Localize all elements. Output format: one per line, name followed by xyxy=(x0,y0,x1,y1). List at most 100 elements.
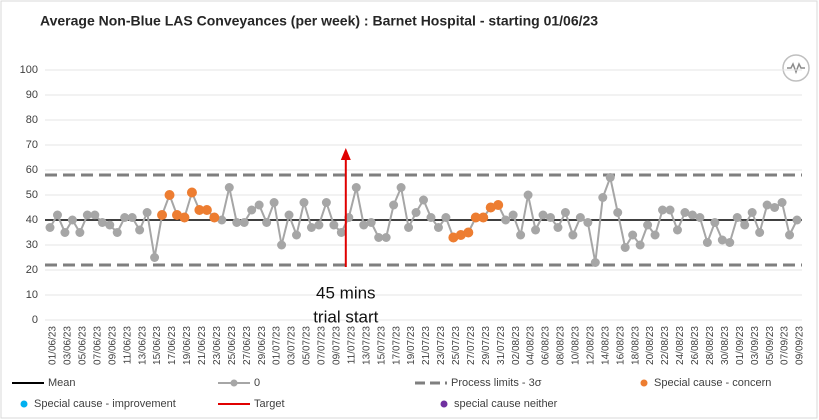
y-tick-label: 60 xyxy=(26,164,38,176)
data-point xyxy=(725,238,735,247)
data-point xyxy=(359,220,369,230)
icon-glyph xyxy=(787,62,805,75)
annotation-arrowhead xyxy=(340,148,351,160)
special-cause-point xyxy=(470,212,481,223)
data-point xyxy=(598,193,608,202)
special-cause-point xyxy=(186,187,197,198)
special-cause-point xyxy=(201,205,212,215)
x-tick-label: 29/07/23 xyxy=(481,326,492,365)
data-point xyxy=(643,220,653,230)
data-point xyxy=(224,183,234,192)
x-tick-label: 03/06/23 xyxy=(63,326,74,365)
data-point xyxy=(120,213,130,222)
data-point xyxy=(635,240,645,250)
y-tick-label: 80 xyxy=(26,114,38,126)
data-point xyxy=(82,210,92,220)
data-point xyxy=(52,210,62,220)
x-tick-label: 06/08/23 xyxy=(541,326,552,365)
x-tick-label: 03/09/23 xyxy=(750,326,761,365)
legend-label: Process limits - 3σ xyxy=(451,377,542,389)
data-point xyxy=(620,243,630,252)
data-point xyxy=(404,223,414,232)
x-tick-label: 11/07/23 xyxy=(346,326,357,365)
data-point xyxy=(374,233,384,242)
legend-marker xyxy=(230,379,238,387)
x-tick-label: 17/07/23 xyxy=(391,326,402,365)
data-point xyxy=(545,213,555,222)
x-tick-label: 11/06/23 xyxy=(122,326,133,365)
special-cause-point xyxy=(179,212,190,223)
data-point xyxy=(90,210,100,220)
x-tick-label: 21/07/23 xyxy=(421,326,432,365)
data-point xyxy=(770,203,780,212)
x-tick-label: 02/08/23 xyxy=(511,326,522,365)
x-tick-label: 05/07/23 xyxy=(302,326,313,365)
data-point xyxy=(329,220,339,230)
data-point xyxy=(321,198,331,207)
x-tick-label: 30/08/23 xyxy=(720,326,731,365)
special-cause-point xyxy=(463,227,474,238)
icon[interactable] xyxy=(782,54,810,82)
data-point xyxy=(389,200,399,210)
x-tick-label: 15/06/23 xyxy=(152,326,163,365)
data-point xyxy=(314,220,324,230)
data-point xyxy=(142,208,152,217)
data-point xyxy=(613,208,623,217)
y-tick-label: 0 xyxy=(32,314,38,326)
data-point xyxy=(254,200,264,210)
data-point xyxy=(785,230,795,240)
x-tick-label: 25/07/23 xyxy=(451,326,462,365)
legend-marker xyxy=(20,400,28,408)
data-point xyxy=(665,205,675,215)
data-point xyxy=(112,228,122,237)
x-tick-label: 13/07/23 xyxy=(361,326,372,365)
data-point xyxy=(262,218,272,227)
data-point xyxy=(501,215,511,225)
data-point xyxy=(97,218,107,227)
x-tick-label: 17/06/23 xyxy=(167,326,178,365)
data-point xyxy=(150,253,160,262)
data-point xyxy=(45,223,55,232)
x-tick-label: 26/08/23 xyxy=(690,326,701,365)
data-point xyxy=(351,183,361,192)
special-cause-point xyxy=(493,200,504,210)
data-point xyxy=(762,200,772,210)
y-tick-label: 10 xyxy=(26,289,38,301)
x-tick-label: 03/07/23 xyxy=(287,326,298,365)
x-tick-label: 31/07/23 xyxy=(496,326,507,365)
data-point xyxy=(508,210,518,220)
x-tick-label: 27/07/23 xyxy=(466,326,477,365)
y-tick-label: 20 xyxy=(26,264,38,276)
x-tick-label: 21/06/23 xyxy=(197,326,208,365)
data-point xyxy=(717,235,727,245)
data-point xyxy=(747,208,757,217)
legend-label: 0 xyxy=(254,377,260,389)
data-point xyxy=(247,205,257,215)
legend-label: Mean xyxy=(48,377,76,389)
x-tick-label: 19/06/23 xyxy=(182,326,193,365)
y-tick-label: 90 xyxy=(26,89,38,101)
legend-label: Special cause - concern xyxy=(654,377,771,389)
data-point xyxy=(777,198,787,207)
data-point xyxy=(135,225,145,235)
y-tick-label: 40 xyxy=(26,214,38,226)
data-point xyxy=(67,215,77,225)
y-tick-label: 50 xyxy=(26,189,38,201)
data-point xyxy=(516,230,526,240)
data-point xyxy=(127,213,137,222)
x-tick-label: 24/08/23 xyxy=(675,326,686,365)
data-point xyxy=(687,210,697,220)
data-point xyxy=(419,195,428,205)
data-point xyxy=(702,238,712,247)
x-tick-label: 29/06/23 xyxy=(257,326,268,365)
y-tick-label: 100 xyxy=(20,64,38,76)
x-tick-label: 23/06/23 xyxy=(212,326,223,365)
x-tick-label: 08/08/23 xyxy=(556,326,567,365)
data-point xyxy=(433,223,443,232)
x-tick-label: 14/08/23 xyxy=(600,326,611,365)
x-tick-label: 28/08/23 xyxy=(705,326,716,365)
data-point xyxy=(538,210,548,220)
data-point xyxy=(583,218,593,227)
x-tick-label: 01/07/23 xyxy=(272,326,283,365)
x-tick-label: 05/06/23 xyxy=(78,326,89,365)
